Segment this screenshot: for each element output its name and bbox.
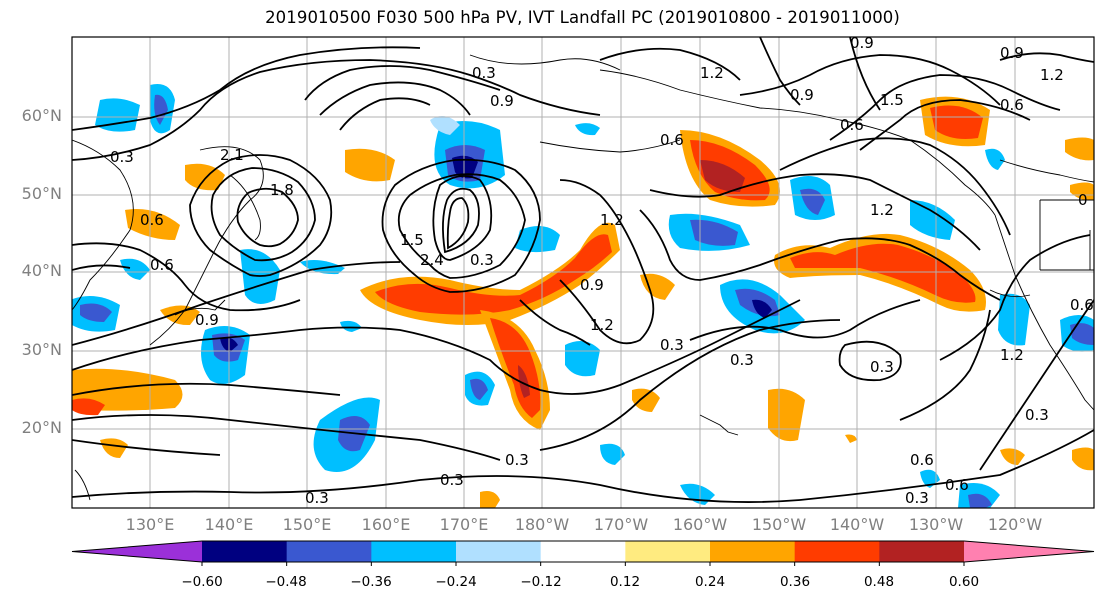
contour-label: 1.2 bbox=[1040, 66, 1064, 84]
contour-label: 0.9 bbox=[195, 311, 219, 329]
colorbar-tick-label: 0.60 bbox=[948, 574, 980, 590]
contour-label: 0.9 bbox=[790, 86, 814, 104]
lon-tick-label: 140°E bbox=[204, 515, 254, 534]
colorbar-segment bbox=[879, 541, 965, 562]
colorbar-tick-label: −0.36 bbox=[350, 574, 392, 590]
contour-label: 1.2 bbox=[870, 201, 894, 219]
lon-tick-label: 170°W bbox=[593, 515, 649, 534]
contour-label: 1.2 bbox=[600, 211, 624, 229]
colorbar-segment bbox=[710, 541, 796, 562]
contour-label: 1.5 bbox=[880, 91, 904, 109]
lon-tick-label: 150°W bbox=[751, 515, 807, 534]
lon-tick-label: 180°W bbox=[514, 515, 570, 534]
colorbar-tick-label: −0.12 bbox=[520, 574, 562, 590]
contour-label: 0.9 bbox=[580, 276, 604, 294]
contour-label: 1.2 bbox=[590, 316, 614, 334]
lon-tick-label: 160°E bbox=[361, 515, 411, 534]
colorbar-tick-label: 0.24 bbox=[694, 574, 726, 590]
colorbar-tick-label: 0.12 bbox=[609, 574, 641, 590]
contour-label: 0.3 bbox=[472, 64, 496, 82]
colorbar-segment bbox=[540, 541, 626, 562]
lat-tick-label: 20°N bbox=[21, 418, 62, 437]
pv-contour-labels: 0.3 0.3 0.9 1.2 0.9 0.9 1.5 0.6 0.6 0.6 … bbox=[110, 34, 1094, 507]
contour-label: 0.3 bbox=[660, 336, 684, 354]
contour-label: 0 bbox=[1078, 191, 1088, 209]
contour-label: 0.3 bbox=[505, 451, 529, 469]
contour-label: 0.3 bbox=[1025, 406, 1049, 424]
colorbar-segment bbox=[202, 541, 288, 562]
contour-label: 2.1 bbox=[220, 146, 244, 164]
colorbar bbox=[71, 540, 1095, 566]
lat-lon-grid bbox=[72, 37, 1094, 508]
pv-contours bbox=[72, 37, 1094, 503]
contour-label: 0.9 bbox=[490, 92, 514, 110]
contour-label: 0.3 bbox=[905, 489, 929, 507]
contour-label: 0.3 bbox=[305, 489, 329, 507]
contour-label: 0.3 bbox=[470, 251, 494, 269]
colorbar-tick-label: −0.60 bbox=[181, 574, 223, 590]
contour-label: 0.3 bbox=[110, 148, 134, 166]
lat-tick-label: 30°N bbox=[21, 340, 62, 359]
lon-tick-label: 140°W bbox=[829, 515, 885, 534]
lat-tick-label: 40°N bbox=[21, 261, 62, 280]
lon-tick-label: 150°E bbox=[282, 515, 332, 534]
contour-label: 0.6 bbox=[140, 211, 164, 229]
contour-label: 0.6 bbox=[660, 131, 684, 149]
ivt-negative-shading bbox=[72, 84, 1094, 508]
lon-tick-label: 130°W bbox=[908, 515, 964, 534]
lon-tick-label: 170°E bbox=[439, 515, 489, 534]
map-frame bbox=[71, 36, 1095, 509]
colorbar-tick-label: −0.48 bbox=[265, 574, 307, 590]
contour-label: 0.9 bbox=[1000, 44, 1024, 62]
colorbar-segment bbox=[371, 541, 457, 562]
contour-label: 1.2 bbox=[700, 64, 724, 82]
colorbar-extension-max bbox=[964, 541, 1094, 562]
lat-tick-label: 50°N bbox=[21, 184, 62, 203]
contour-label: 2.4 bbox=[420, 251, 444, 269]
contour-label: 0.3 bbox=[870, 358, 894, 376]
contour-label: 0.6 bbox=[910, 451, 934, 469]
contour-label: 0.3 bbox=[730, 351, 754, 369]
contour-label: 0.6 bbox=[150, 256, 174, 274]
ivt-positive-shading bbox=[72, 96, 1094, 508]
contour-label: 0.9 bbox=[850, 34, 874, 52]
colorbar-segment bbox=[286, 541, 372, 562]
contour-label: 0.6 bbox=[840, 116, 864, 134]
lat-tick-label: 60°N bbox=[21, 106, 62, 125]
colorbar-tick-label: 0.36 bbox=[779, 574, 811, 590]
contour-label: 0.6 bbox=[1070, 296, 1094, 314]
contour-label: 0.3 bbox=[440, 471, 464, 489]
contour-label: 0.6 bbox=[945, 476, 969, 494]
lon-tick-label: 120°W bbox=[987, 515, 1043, 534]
colorbar-tick-label: −0.24 bbox=[435, 574, 477, 590]
contour-label: 1.2 bbox=[1000, 346, 1024, 364]
contour-label: 1.8 bbox=[270, 181, 294, 199]
lon-tick-label: 130°E bbox=[125, 515, 175, 534]
lon-tick-label: 160°W bbox=[672, 515, 728, 534]
colorbar-segment bbox=[625, 541, 711, 562]
colorbar-segment bbox=[794, 541, 880, 562]
contour-label: 1.5 bbox=[400, 231, 424, 249]
colorbar-extension-min bbox=[72, 541, 202, 562]
contour-label: 0.6 bbox=[1000, 96, 1024, 114]
map-title: 2019010500 F030 500 hPa PV, IVT Landfall… bbox=[265, 8, 900, 27]
colorbar-segment bbox=[456, 541, 542, 562]
colorbar-tick-label: 0.48 bbox=[863, 574, 895, 590]
